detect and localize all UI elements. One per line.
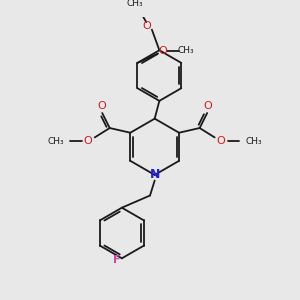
Text: O: O: [142, 21, 151, 31]
Text: CH₃: CH₃: [47, 137, 64, 146]
Text: O: O: [217, 136, 226, 146]
Text: CH₃: CH₃: [127, 0, 143, 8]
Text: CH₃: CH₃: [246, 137, 262, 146]
Text: N: N: [149, 168, 160, 182]
Text: O: O: [97, 100, 106, 110]
Text: F: F: [112, 255, 120, 265]
Text: O: O: [158, 46, 167, 56]
Text: O: O: [204, 100, 212, 110]
Text: CH₃: CH₃: [178, 46, 194, 55]
Text: O: O: [84, 136, 92, 146]
